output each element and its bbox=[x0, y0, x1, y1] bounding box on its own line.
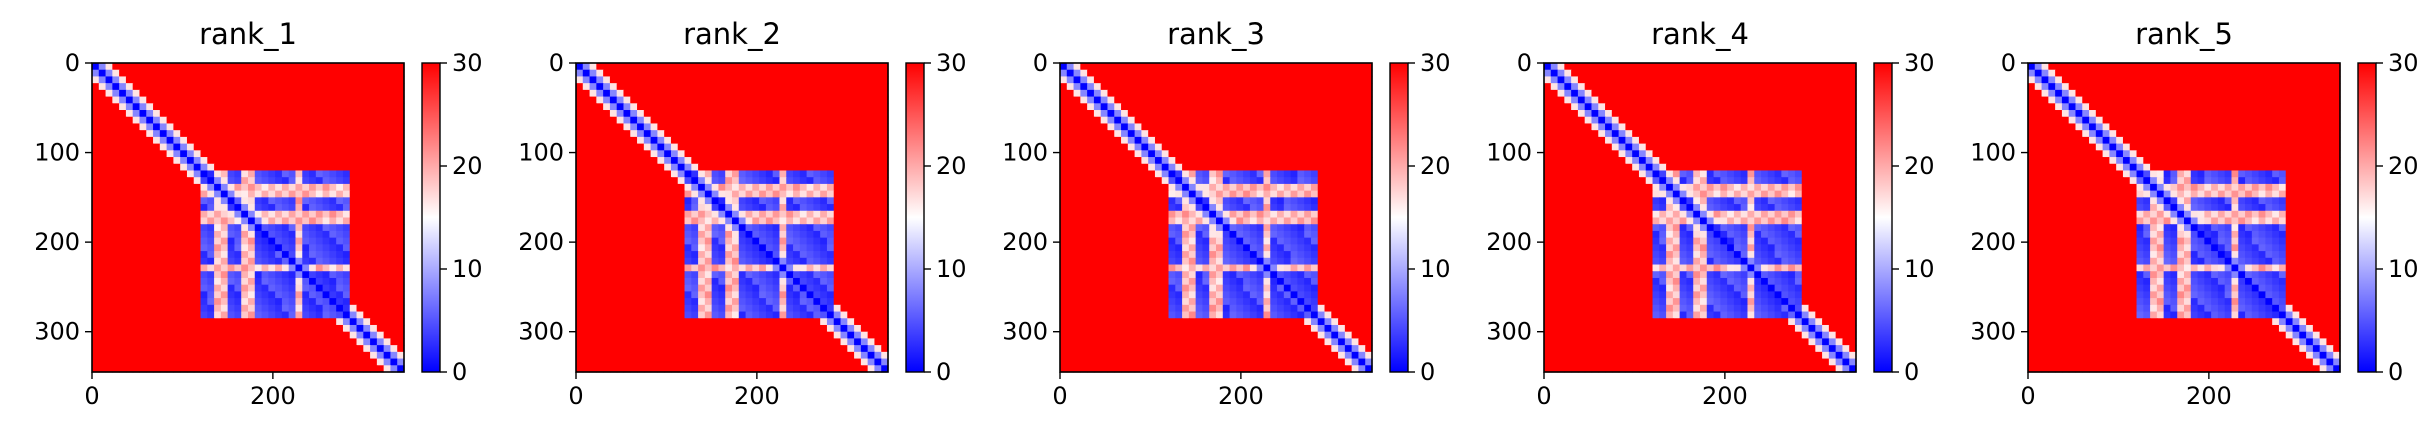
y-tick-label: 100 bbox=[34, 139, 80, 167]
colorbar-tick-label: 30 bbox=[2388, 49, 2419, 77]
y-tick-label: 300 bbox=[1970, 318, 2016, 346]
heatmap-cells bbox=[2028, 63, 2341, 373]
panel-5: rank_5 0 100 200 300 0 200 0 10 20 30 bbox=[1970, 17, 2418, 410]
y-tick-label: 100 bbox=[1970, 139, 2016, 167]
panel-title: rank_3 bbox=[1167, 17, 1265, 51]
heatmap-cells bbox=[576, 63, 889, 373]
panel-title: rank_4 bbox=[1651, 17, 1749, 51]
colorbar bbox=[421, 62, 441, 373]
colorbar-tick-label: 20 bbox=[1904, 152, 1935, 180]
y-tick-label: 200 bbox=[518, 228, 564, 256]
panel-title: rank_5 bbox=[2135, 17, 2233, 51]
y-tick-label: 0 bbox=[2001, 49, 2016, 77]
colorbar-tick-label: 30 bbox=[936, 49, 967, 77]
panel-2: rank_2 0 100 200 300 0 200 0 10 20 30 bbox=[518, 17, 966, 410]
y-tick-label: 100 bbox=[1486, 139, 1532, 167]
colorbar-tick-label: 30 bbox=[452, 49, 483, 77]
panel-4: rank_4 0 100 200 300 0 200 0 10 20 30 bbox=[1486, 17, 1934, 410]
x-tick-label: 0 bbox=[1536, 382, 1551, 410]
colorbar-tick-label: 10 bbox=[2388, 255, 2419, 283]
colorbar bbox=[1873, 62, 1893, 373]
y-tick-label: 100 bbox=[518, 139, 564, 167]
colorbar-tick-label: 0 bbox=[2388, 358, 2403, 386]
heatmap-cells bbox=[92, 63, 405, 373]
colorbar-tick-label: 0 bbox=[1420, 358, 1435, 386]
x-tick-label: 0 bbox=[1052, 382, 1067, 410]
x-tick-label: 200 bbox=[1702, 382, 1748, 410]
colorbar-tick-label: 10 bbox=[936, 255, 967, 283]
y-tick-label: 0 bbox=[1517, 49, 1532, 77]
colorbar bbox=[1389, 62, 1409, 373]
colorbar-tick-label: 0 bbox=[452, 358, 467, 386]
colorbar-tick-label: 20 bbox=[2388, 152, 2419, 180]
colorbar bbox=[905, 62, 925, 373]
heatmap-cells bbox=[1060, 63, 1373, 373]
plot-frame bbox=[2027, 62, 2341, 373]
x-tick-label: 0 bbox=[84, 382, 99, 410]
y-tick-label: 0 bbox=[1033, 49, 1048, 77]
y-tick-label: 300 bbox=[34, 318, 80, 346]
y-tick-label: 200 bbox=[1002, 228, 1048, 256]
colorbar-tick-label: 10 bbox=[1904, 255, 1935, 283]
panel-title: rank_1 bbox=[199, 17, 297, 51]
colorbar-tick-label: 0 bbox=[1904, 358, 1919, 386]
plot-frame bbox=[1543, 62, 1857, 373]
y-tick-label: 300 bbox=[1486, 318, 1532, 346]
x-tick-label: 200 bbox=[1218, 382, 1264, 410]
x-tick-label: 0 bbox=[2020, 382, 2035, 410]
y-tick-label: 100 bbox=[1002, 139, 1048, 167]
y-tick-label: 0 bbox=[549, 49, 564, 77]
x-tick-label: 0 bbox=[568, 382, 583, 410]
panel-3: rank_3 0 100 200 300 0 200 0 10 20 30 bbox=[1002, 17, 1450, 410]
plot-frame bbox=[575, 62, 889, 373]
y-tick-label: 200 bbox=[1486, 228, 1532, 256]
colorbar-tick-label: 10 bbox=[452, 255, 483, 283]
y-tick-label: 300 bbox=[1002, 318, 1048, 346]
x-tick-label: 200 bbox=[734, 382, 780, 410]
panel-title: rank_2 bbox=[683, 17, 781, 51]
panel-1: rank_1 0 100 200 300 0 200 0 10 20 30 bbox=[34, 17, 482, 410]
colorbar-tick-label: 20 bbox=[1420, 152, 1451, 180]
colorbar-tick-label: 20 bbox=[936, 152, 967, 180]
colorbar-tick-label: 30 bbox=[1904, 49, 1935, 77]
x-tick-label: 200 bbox=[250, 382, 296, 410]
colorbar-tick-label: 20 bbox=[452, 152, 483, 180]
plot-frame bbox=[1059, 62, 1373, 373]
colorbar bbox=[2357, 62, 2377, 373]
colorbar-tick-label: 0 bbox=[936, 358, 951, 386]
y-tick-label: 300 bbox=[518, 318, 564, 346]
plot-frame bbox=[91, 62, 405, 373]
y-tick-label: 200 bbox=[1970, 228, 2016, 256]
colorbar-tick-label: 30 bbox=[1420, 49, 1451, 77]
heatmap-cells bbox=[1544, 63, 1857, 373]
y-tick-label: 0 bbox=[65, 49, 80, 77]
x-tick-label: 200 bbox=[2186, 382, 2232, 410]
y-tick-label: 200 bbox=[34, 228, 80, 256]
colorbar-tick-label: 10 bbox=[1420, 255, 1451, 283]
